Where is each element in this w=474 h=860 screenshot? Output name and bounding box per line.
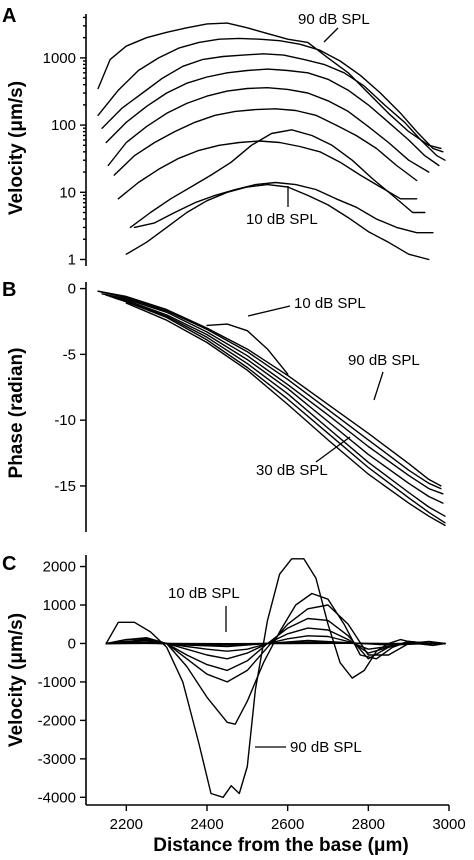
panel-c-series-line: [105, 592, 446, 725]
panel-a-series-line: [129, 129, 426, 229]
panel-b-y-tick-label: -15: [54, 478, 76, 495]
panel-c-x-tick-label: 2600: [271, 816, 304, 833]
panel-b-annotation-30db: 30 dB SPL: [256, 462, 328, 479]
panel-a-series-line: [133, 181, 434, 234]
panel-b-series-line: [109, 295, 446, 517]
panel-a-series-line: [107, 87, 430, 173]
panel-b-axes: 0 -5 -10 -15: [54, 281, 87, 532]
panel-b-series: [97, 290, 446, 527]
panel-b-y-axis-label: Phase (radian): [6, 348, 27, 479]
panel-a-series-line: [117, 140, 418, 200]
panel-c-series-line: [105, 558, 446, 798]
panel-b-annotation-90db-arrow: [373, 371, 384, 401]
panel-a-series: [97, 22, 446, 261]
panel-b-y-tick-label: -10: [54, 412, 76, 429]
panel-c-y-tick-label: -4000: [38, 789, 76, 806]
panel-b-series-line: [97, 290, 442, 487]
panel-a-y-axis-label: Velocity (μm/s): [6, 81, 27, 215]
panel-a-annotation-90db-arrow: [323, 27, 339, 43]
panel-c-y-tick-label: -3000: [38, 751, 76, 768]
panel-c-axes: 2000 1000 0 -1000 -2000 -3000 -4000 2200 2400 260…: [38, 555, 466, 833]
panel-c-x-tick-label: 2400: [190, 816, 223, 833]
panel-c-series: [105, 558, 446, 798]
panel-a-series-line: [105, 68, 440, 167]
panel-c-annotation-90db: 90 dB SPL: [290, 739, 362, 756]
panel-b-series-line: [101, 293, 444, 495]
panel-a-series-line: [113, 108, 418, 182]
panel-label-b: B: [2, 279, 16, 301]
panel-a-y-tick-label: 1: [68, 251, 76, 268]
panel-a-series-line: [97, 37, 444, 153]
panel-c-x-tick-label: 2800: [352, 816, 385, 833]
panel-b-series-line: [105, 294, 444, 504]
panel-a-series-line: [125, 183, 430, 261]
panel-a-annotation-90db: 90 dB SPL: [298, 11, 370, 28]
panel-c-y-tick-label: 1000: [43, 597, 76, 614]
panel-b-y-tick-label: -5: [63, 346, 76, 363]
panel-c-y-tick-label: 0: [68, 635, 76, 652]
panel-b-annotation-30db-arrow: [315, 436, 351, 463]
panel-c-annotation-10db: 10 dB SPL: [168, 585, 240, 602]
panel-a: A 1 10 100 1000 Velocity (μm/s) 90 dB SPL 1…: [2, 5, 446, 268]
panel-c-y-tick-label: 2000: [43, 559, 76, 576]
panel-a-y-tick-label: 100: [51, 117, 76, 134]
panel-a-series-line: [97, 22, 442, 150]
panel-label-a: A: [2, 5, 16, 27]
panel-a-annotation-10db: 10 dB SPL: [246, 211, 318, 228]
panel-a-y-tick-label: 1000: [43, 50, 76, 67]
panel-c-x-tick-label: 2200: [110, 816, 143, 833]
panel-b: B 0 -5 -10 -15 Phase (radian) 10 dB SPL 90 …: [2, 279, 446, 532]
panel-b-series-line: [125, 302, 446, 527]
panel-a-axes: 1 10 100 1000: [43, 14, 87, 268]
panel-b-annotation-90db: 90 dB SPL: [348, 352, 420, 369]
panel-b-series-line: [97, 290, 442, 490]
panel-b-y-tick-label: 0: [68, 281, 76, 298]
panel-c-x-tick-label: 3000: [432, 816, 465, 833]
panel-c-y-axis-label: Velocity (μm/s): [6, 613, 27, 747]
panel-a-y-tick-label: 10: [59, 184, 76, 201]
panel-a-series-line: [101, 53, 446, 161]
panel-c-x-axis-label: Distance from the base (μm): [153, 835, 409, 856]
panel-label-c: C: [2, 553, 16, 575]
panel-b-series-line: [206, 323, 289, 375]
panel-b-annotation-10db: 10 dB SPL: [294, 295, 366, 312]
panel-b-series-line: [113, 297, 446, 524]
panel-b-annotation-10db-arrow: [247, 305, 291, 317]
panel-c-y-tick-label: -1000: [38, 674, 76, 691]
panel-c-y-tick-label: -2000: [38, 712, 76, 729]
